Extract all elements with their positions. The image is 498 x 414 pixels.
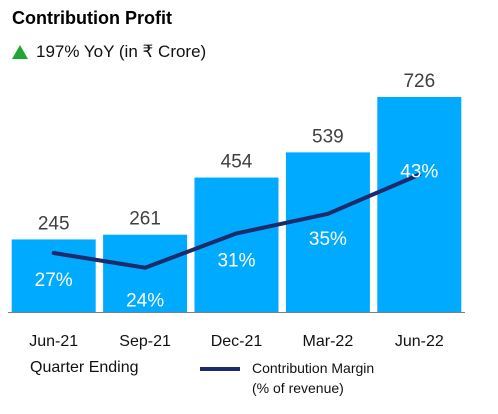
bar-value-label: 261: [129, 209, 161, 230]
margin-value-label: 43%: [400, 162, 438, 183]
contribution-margin-line: [51, 172, 422, 270]
margin-value-label: 27%: [35, 270, 73, 291]
x-tick-label: Sep-21: [119, 333, 171, 350]
bar-jun-22: [377, 97, 462, 312]
x-axis-caption: Quarter Ending: [30, 359, 139, 376]
legend-label-line2: (% of revenue): [252, 380, 344, 396]
x-tick-label: Mar-22: [303, 333, 354, 350]
legend: Contribution Margin (% of revenue): [200, 358, 374, 398]
chart-title: Contribution Profit: [12, 8, 172, 28]
bar-value-label: 539: [312, 126, 344, 147]
margin-value-label: 24%: [126, 291, 164, 312]
legend-label-line1: Contribution Margin: [252, 360, 375, 376]
bar-mar-22: [285, 152, 370, 312]
bar-value-label: 245: [38, 213, 70, 234]
subtitle-text: 197% YoY (in ₹ Crore): [36, 42, 207, 61]
chart-subtitle: 197% YoY (in ₹ Crore): [12, 42, 206, 62]
x-tick-label: Jun-21: [29, 333, 78, 350]
x-tick-label: Dec-21: [211, 333, 263, 350]
bar-sep-21: [103, 234, 188, 312]
margin-value-label: 35%: [309, 229, 347, 250]
bar-value-label: 454: [221, 152, 253, 173]
bar-value-label: 726: [403, 71, 435, 92]
up-arrow-icon: [12, 45, 28, 59]
margin-value-label: 31%: [217, 250, 255, 271]
x-tick-label: Jun-22: [395, 333, 444, 350]
legend-line-swatch: [200, 367, 240, 371]
